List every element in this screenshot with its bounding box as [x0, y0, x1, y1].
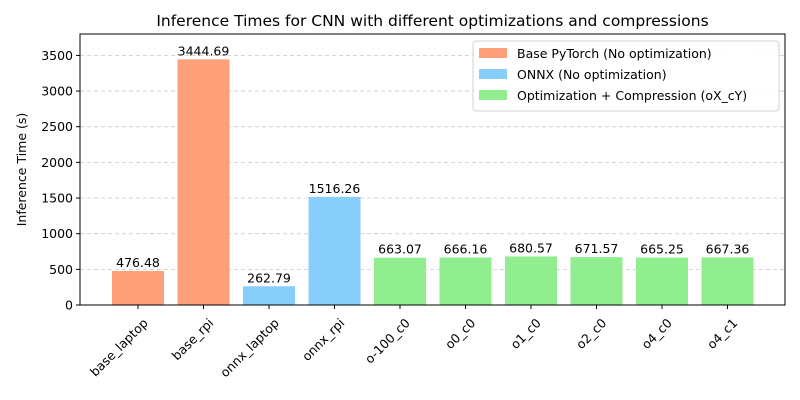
data-label-o4_c1: 667.36 — [706, 241, 750, 256]
x-tick-label: o2_c0 — [573, 315, 610, 352]
x-axis: base_laptop base_rpi onnx_laptop onnx_rpi o-… — [87, 305, 741, 380]
y-tick-label: 3000 — [41, 84, 73, 99]
bar-base_laptop — [112, 271, 164, 305]
chart-title: Inference Times for CNN with different o… — [156, 12, 708, 30]
legend-entry: ONNX (No optimization) — [517, 67, 667, 82]
x-tick-label: base_laptop — [87, 315, 151, 379]
data-label-o0_c0: 666.16 — [444, 241, 488, 256]
x-tick-label: onnx_laptop — [217, 315, 282, 380]
y-axis: 0 500 1000 1500 2000 2500 3000 3500 — [41, 48, 80, 313]
bar-o4_c0 — [636, 257, 688, 305]
data-label-o-100_c0: 663.07 — [378, 242, 422, 257]
y-tick-label: 2000 — [41, 155, 73, 170]
legend-swatch — [479, 48, 507, 58]
x-tick-label: o4_c0 — [638, 315, 675, 352]
x-tick-label: o0_c0 — [442, 315, 479, 352]
bar-o1_c0 — [505, 256, 557, 305]
x-tick-label: o-100_c0 — [362, 315, 413, 366]
legend-swatch — [479, 90, 507, 100]
y-axis-label: Inference Time (s) — [14, 113, 29, 227]
x-tick-label: base_rpi — [169, 315, 217, 363]
bar-o-100_c0 — [374, 257, 426, 305]
legend: Base PyTorch (No optimization) ONNX (No o… — [472, 40, 780, 112]
data-label-o1_c0: 680.57 — [509, 240, 553, 255]
legend-swatch — [479, 69, 507, 79]
data-label-base_laptop: 476.48 — [116, 255, 160, 270]
bar-onnx_laptop — [243, 286, 295, 305]
data-label-o4_c0: 665.25 — [640, 242, 684, 257]
plot-frame — [79, 33, 786, 306]
bar-base_rpi — [177, 59, 230, 305]
bars — [112, 59, 754, 305]
x-tick-label: onnx_rpi — [299, 315, 348, 364]
data-label-onnx_rpi: 1516.26 — [309, 181, 361, 196]
y-tick-label: 0 — [65, 298, 73, 313]
legend-entry: Base PyTorch (No optimization) — [517, 46, 712, 61]
legend-entry: Optimization + Compression (oX_cY) — [517, 88, 747, 103]
bar-o4_c1 — [701, 257, 754, 305]
legend-box — [472, 40, 780, 112]
y-tick-label: 2500 — [41, 119, 73, 134]
data-label-base_rpi: 3444.69 — [178, 43, 230, 58]
y-tick-label: 500 — [49, 262, 73, 277]
y-tick-label: 1500 — [41, 191, 73, 206]
y-tick-label: 1000 — [41, 226, 73, 241]
data-label-onnx_laptop: 262.79 — [247, 270, 291, 285]
data-labels: 476.48 3444.69 262.79 1516.26 663.07 666.16 68… — [116, 43, 749, 285]
data-label-o2_c0: 671.57 — [575, 241, 619, 256]
x-tick-label: o1_c0 — [507, 315, 544, 352]
y-tick-label: 3500 — [41, 48, 73, 63]
x-tick-label: o4_c1 — [704, 315, 741, 352]
bar-o2_c0 — [570, 257, 623, 305]
bar-o0_c0 — [439, 257, 492, 305]
bar-onnx_rpi — [308, 196, 361, 305]
